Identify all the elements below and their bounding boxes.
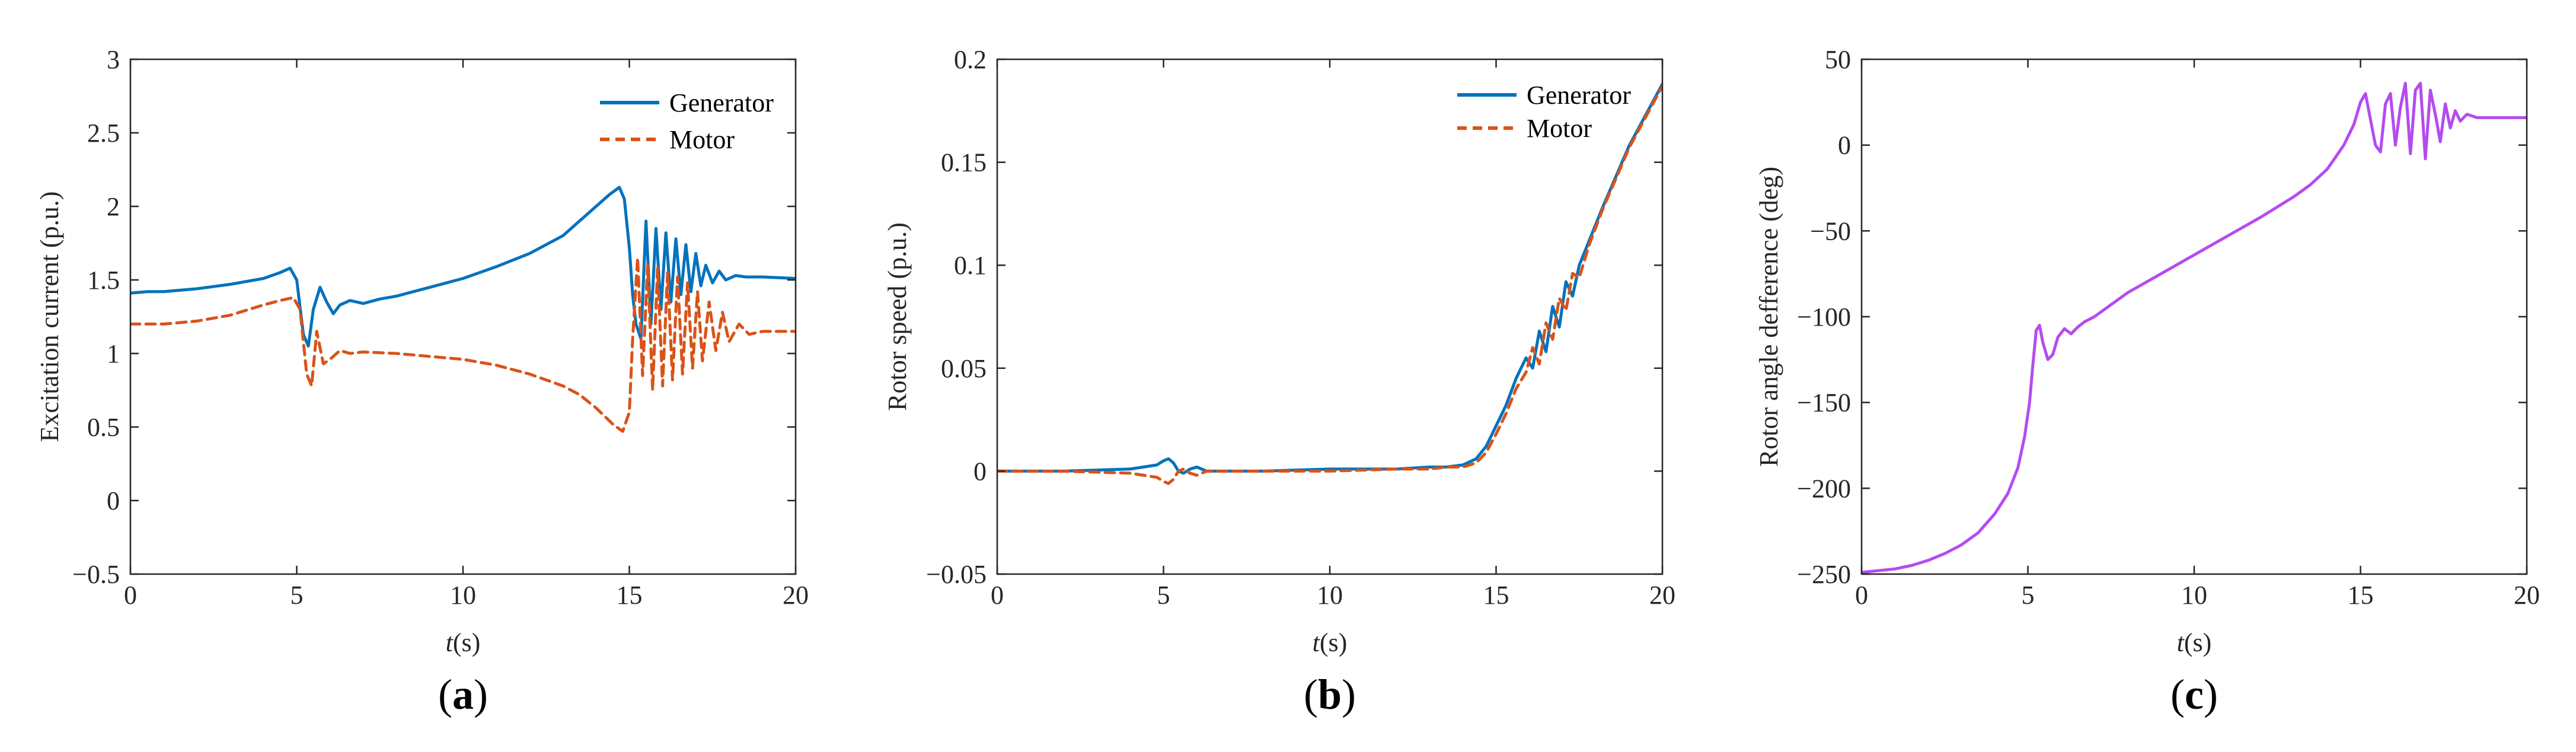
panel-c-x-tick-label: 0 bbox=[1855, 581, 1868, 610]
panel-a-x-axis-label: t(s) bbox=[446, 628, 481, 657]
panel-a-caption: (a) bbox=[438, 671, 488, 718]
panel-a-y-tick-label: −0.5 bbox=[72, 560, 120, 589]
panel-b-x-tick-label: 0 bbox=[991, 581, 1004, 610]
panel-c-x-tick-label: 15 bbox=[2348, 581, 2374, 610]
panel-b-series-1-line bbox=[997, 84, 1662, 485]
panel-b-y-tick-label: 0.05 bbox=[941, 354, 987, 383]
panel-b-x-axis-label: t(s) bbox=[1313, 628, 1348, 657]
panel-b-legend-motor-label: Motor bbox=[1527, 114, 1592, 143]
panel-c-ticks: 0 5 10 15 20 −250 −200 −150 −100 −50 0 50 bbox=[1797, 45, 2540, 610]
panel-c-x-tick-label: 20 bbox=[2514, 581, 2540, 610]
panel-a-x-tick-label: 15 bbox=[617, 581, 643, 610]
panel-a-y-tick-label: 2 bbox=[107, 192, 120, 221]
panel-c-x-axis-label: t(s) bbox=[2177, 628, 2212, 657]
panel-b-legend: Generator Motor bbox=[1457, 81, 1631, 143]
panel-c-y-tick-label: 0 bbox=[1838, 131, 1851, 160]
panel-b-caption-letter: b bbox=[1318, 671, 1342, 718]
panel-a-excitation-current-chart: 0 5 10 15 20−0.500.511.522.53 t(s) Excitatio… bbox=[35, 45, 809, 718]
panel-c-rotor-angle-chart: 0 5 10 15 20 −250 −200 −150 −100 −50 0 50 t(s) Roto… bbox=[1754, 45, 2540, 718]
panel-c-y-tick-label: −150 bbox=[1797, 388, 1851, 418]
panel-b-y-tick-label: 0.15 bbox=[941, 148, 987, 177]
panel-a-series-layer bbox=[130, 186, 796, 433]
panel-b-caption: (b) bbox=[1304, 671, 1356, 718]
panel-c-y-tick-label: −50 bbox=[1810, 216, 1851, 246]
panel-a-legend-motor-label: Motor bbox=[669, 125, 735, 154]
panel-c-caption: (c) bbox=[2170, 671, 2218, 718]
panel-b-x-tick-label: 20 bbox=[1649, 581, 1675, 610]
panel-a-y-axis-label: Excitation current (p.u.) bbox=[35, 192, 64, 442]
panel-a-y-tick-label: 1 bbox=[107, 339, 120, 368]
panel-a-legend: Generator Motor bbox=[600, 88, 774, 154]
panel-b-x-tick-label: 5 bbox=[1157, 581, 1170, 610]
panel-b-y-axis-label: Rotor speed (p.u.) bbox=[883, 222, 912, 411]
panel-a-x-label-unit: (s) bbox=[453, 628, 480, 657]
panel-b-y-tick-label: −0.05 bbox=[926, 560, 987, 589]
panel-c-x-label-italic: t bbox=[2177, 628, 2185, 657]
panel-b-x-label-italic: t bbox=[1313, 628, 1321, 657]
panel-c-y-tick-label: −250 bbox=[1797, 560, 1851, 589]
panel-c-series-layer bbox=[1862, 82, 2527, 574]
panel-a-x-tick-label: 5 bbox=[291, 581, 304, 610]
panel-c-y-tick-label: −100 bbox=[1797, 302, 1851, 332]
panel-a-x-tick-label: 10 bbox=[450, 581, 476, 610]
panel-b-x-tick-label: 15 bbox=[1483, 581, 1509, 610]
panel-b-x-tick-label: 10 bbox=[1317, 581, 1343, 610]
panel-b-y-tick-label: 0.1 bbox=[954, 251, 987, 280]
panel-b-x-label-unit: (s) bbox=[1320, 628, 1347, 657]
panel-c-x-label-unit: (s) bbox=[2184, 628, 2211, 657]
panel-a-series-1-line bbox=[130, 256, 796, 433]
panel-a-legend-generator-label: Generator bbox=[669, 88, 774, 117]
panel-a-y-tick-label: 0 bbox=[107, 486, 120, 515]
panel-a-caption-letter: a bbox=[452, 671, 474, 718]
panel-a-ticks: 0 5 10 15 20−0.500.511.522.53 bbox=[72, 45, 809, 610]
panel-a-y-tick-label: 0.5 bbox=[87, 413, 120, 442]
panel-b-legend-generator-label: Generator bbox=[1527, 81, 1631, 110]
panel-c-series-0-line bbox=[1862, 82, 2527, 574]
panel-c-y-tick-label: −200 bbox=[1797, 474, 1851, 503]
panel-a-x-tick-label: 0 bbox=[124, 581, 137, 610]
panel-b-y-tick-label: 0.2 bbox=[954, 45, 987, 74]
panel-c-caption-letter: c bbox=[2185, 671, 2204, 718]
panel-c-x-tick-label: 5 bbox=[2022, 581, 2035, 610]
panel-a-y-tick-label: 3 bbox=[107, 45, 120, 74]
panel-b-y-tick-label: 0 bbox=[973, 457, 987, 486]
panel-a-x-label-italic: t bbox=[446, 628, 454, 657]
panel-a-y-tick-label: 1.5 bbox=[87, 266, 120, 295]
panel-b-series-layer bbox=[997, 82, 1662, 485]
panel-c-x-tick-label: 10 bbox=[2181, 581, 2207, 610]
panel-a-y-tick-label: 2.5 bbox=[87, 119, 120, 148]
panel-c-y-axis-label: Rotor angle defference (deg) bbox=[1754, 167, 1783, 467]
panel-a-x-tick-label: 20 bbox=[783, 581, 809, 610]
panel-c-y-tick-label: 50 bbox=[1825, 45, 1851, 74]
